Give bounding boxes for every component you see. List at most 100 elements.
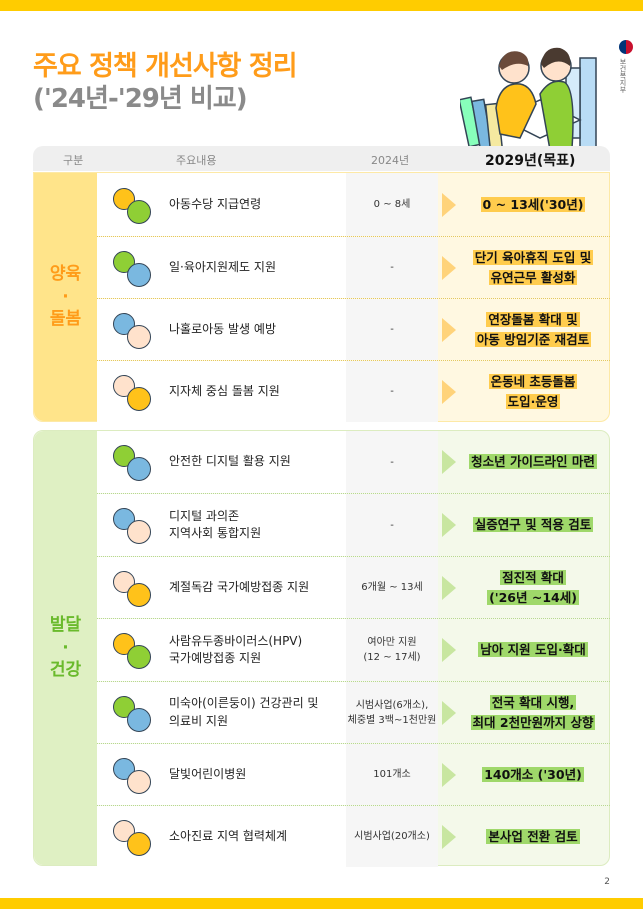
- target-text-line: 본사업 전환 검토: [486, 828, 580, 844]
- header-2029: 2029년(목표): [485, 153, 576, 169]
- table-row: 일·육아지원제도 지원 - 단기 육아휴직 도입 및 유연근무 활성화: [97, 236, 610, 298]
- value-2024: -: [346, 431, 438, 493]
- value-2024: 시범사업(6개소), 체중별 3백~1천만원: [346, 682, 438, 743]
- target-text-line: 남아 지원 도입·확대: [478, 642, 588, 658]
- policy-name: 소아진료 지역 협력체계: [169, 828, 288, 843]
- table-row: 아동수당 지급연령 0 ~ 8세 0 ~ 13세('30년): [97, 173, 610, 236]
- target-2029-cell: 온동네 초등돌봄 도입·운영: [438, 361, 610, 422]
- policy-content: 나홀로아동 발생 예방: [97, 299, 346, 360]
- arrow-right-icon: [442, 700, 456, 725]
- value-2024: 0 ~ 8세: [346, 173, 438, 236]
- policy-name: 사람유두종바이러스(HPV) 국가예방접종 지원: [169, 633, 303, 665]
- policy-content: 안전한 디지털 활용 지원: [97, 431, 346, 493]
- target-text-line: 유연근무 활성화: [488, 269, 578, 285]
- table-row: 안전한 디지털 활용 지원 - 청소년 가이드라인 마련: [97, 431, 610, 493]
- arrow-right-icon: [442, 379, 456, 404]
- local-map-icon: [107, 371, 153, 413]
- target-2029-cell: 실증연구 및 적용 검토: [438, 494, 610, 556]
- table-row: 계절독감 국가예방접종 지원 6개월 ~ 13세 점진적 확대 ('26년 ~14세): [97, 556, 610, 618]
- value-2024: -: [346, 361, 438, 422]
- value-2024: -: [346, 299, 438, 360]
- target-text-line: 140개소 ('30년): [482, 766, 584, 782]
- value-2029: 0 ~ 13세('30년): [456, 195, 610, 214]
- arrow-right-icon: [442, 255, 456, 280]
- policy-content: 디지털 과의존 지역사회 통합지원: [97, 494, 346, 556]
- target-2029-cell: 본사업 전환 검토: [438, 806, 610, 867]
- target-2029-cell: 전국 확대 시행, 최대 2천만원까지 상향: [438, 682, 610, 743]
- table-row: 디지털 과의존 지역사회 통합지원 - 실증연구 및 적용 검토: [97, 493, 610, 556]
- page-number: 2: [604, 877, 610, 887]
- target-text-line: 점진적 확대: [500, 570, 566, 586]
- parents-icon: [107, 247, 153, 289]
- taegeuk-logo-icon: [619, 40, 633, 54]
- digital-monitor-icon: [107, 441, 153, 483]
- header-content: 주요내용: [176, 154, 217, 167]
- value-2029: 점진적 확대 ('26년 ~14세): [456, 568, 610, 607]
- target-text-line: 청소년 가이드라인 마련: [469, 454, 597, 470]
- target-2029-cell: 0 ~ 13세('30년): [438, 173, 610, 236]
- arrow-right-icon: [442, 317, 456, 342]
- value-2029: 실증연구 및 적용 검토: [456, 515, 610, 534]
- value-2024: -: [346, 237, 438, 298]
- target-text-line: 전국 확대 시행,: [489, 695, 577, 711]
- doctor-child-icon: [107, 816, 153, 858]
- policy-name: 달빛어린이병원: [169, 766, 247, 781]
- target-text-line: 연장돌봄 확대 및: [486, 312, 580, 328]
- policy-content: 사람유두종바이러스(HPV) 국가예방접종 지원: [97, 619, 346, 681]
- value-2029: 본사업 전환 검토: [456, 827, 610, 846]
- bottom-accent-bar: [0, 898, 643, 909]
- policy-name: 아동수당 지급연령: [169, 196, 262, 211]
- target-text-line: 도입·운영: [505, 393, 561, 409]
- arrow-right-icon: [442, 513, 456, 537]
- table-row: 소아진료 지역 협력체계 시범사업(20개소) 본사업 전환 검토: [97, 805, 610, 867]
- table-row: 미숙아(이른둥이) 건강관리 및 의료비 지원 시범사업(6개소), 체중별 3백…: [97, 681, 610, 743]
- virus-shield-icon: [107, 629, 153, 671]
- value-2029: 단기 육아휴직 도입 및 유연근무 활성화: [456, 248, 610, 287]
- header-category: 구분: [63, 154, 84, 167]
- value-2024: 101개소: [346, 744, 438, 805]
- policy-content: 일·육아지원제도 지원: [97, 237, 346, 298]
- arrow-right-icon: [442, 762, 456, 787]
- page-subtitle: ('24년-'29년 비교): [33, 84, 248, 114]
- target-2029-cell: 점진적 확대 ('26년 ~14세): [438, 557, 610, 618]
- policy-content: 달빛어린이병원: [97, 744, 346, 805]
- table-row: 달빛어린이병원 101개소 140개소 ('30년): [97, 743, 610, 805]
- target-text-line: 최대 2천만원까지 상향: [470, 714, 596, 730]
- arrow-right-icon: [442, 824, 456, 849]
- policy-content: 지자체 중심 돌봄 지원: [97, 361, 346, 422]
- table-row: 지자체 중심 돌봄 지원 - 온동네 초등돌봄 도입·운영: [97, 360, 610, 422]
- target-2029-cell: 단기 육아휴직 도입 및 유연근무 활성화: [438, 237, 610, 298]
- table-row: 사람유두종바이러스(HPV) 국가예방접종 지원 여아만 지원 (12 ~ 17세…: [97, 618, 610, 681]
- arrow-right-icon: [442, 638, 456, 662]
- policy-name: 지자체 중심 돌봄 지원: [169, 383, 280, 398]
- value-2029: 전국 확대 시행, 최대 2천만원까지 상향: [456, 693, 610, 732]
- children-reading-illustration: [460, 47, 597, 152]
- ministry-name: 보건복지부: [619, 58, 627, 93]
- arrow-right-icon: [442, 575, 456, 600]
- table-header: 구분 주요내용 2024년 2029년(목표): [33, 146, 610, 171]
- policy-content: 소아진료 지역 협력체계: [97, 806, 346, 867]
- target-text-line: 아동 방임기준 재검토: [474, 331, 592, 347]
- value-2029: 청소년 가이드라인 마련: [456, 452, 610, 471]
- target-2029-cell: 남아 지원 도입·확대: [438, 619, 610, 681]
- child-allowance-icon: [107, 184, 153, 226]
- home-child-icon: [107, 309, 153, 351]
- policy-name: 안전한 디지털 활용 지원: [169, 454, 291, 469]
- syringe-icon: [107, 567, 153, 609]
- target-text-line: ('26년 ~14세): [487, 589, 579, 605]
- value-2029: 남아 지원 도입·확대: [456, 640, 610, 659]
- digital-device-icon: [107, 504, 153, 546]
- policy-name: 일·육아지원제도 지원: [169, 259, 276, 274]
- page-title: 주요 정책 개선사항 정리: [33, 51, 298, 82]
- arrow-right-icon: [442, 192, 456, 217]
- arrow-right-icon: [442, 450, 456, 474]
- policy-content: 미숙아(이른둥이) 건강관리 및 의료비 지원: [97, 682, 346, 743]
- policy-content: 계절독감 국가예방접종 지원: [97, 557, 346, 618]
- category-label: 발달 · 건강: [34, 431, 97, 865]
- target-2029-cell: 140개소 ('30년): [438, 744, 610, 805]
- value-2024: 시범사업(20개소): [346, 806, 438, 867]
- policy-name: 나홀로아동 발생 예방: [169, 321, 276, 336]
- value-2024: 6개월 ~ 13세: [346, 557, 438, 618]
- policy-name: 디지털 과의존 지역사회 통합지원: [169, 508, 262, 540]
